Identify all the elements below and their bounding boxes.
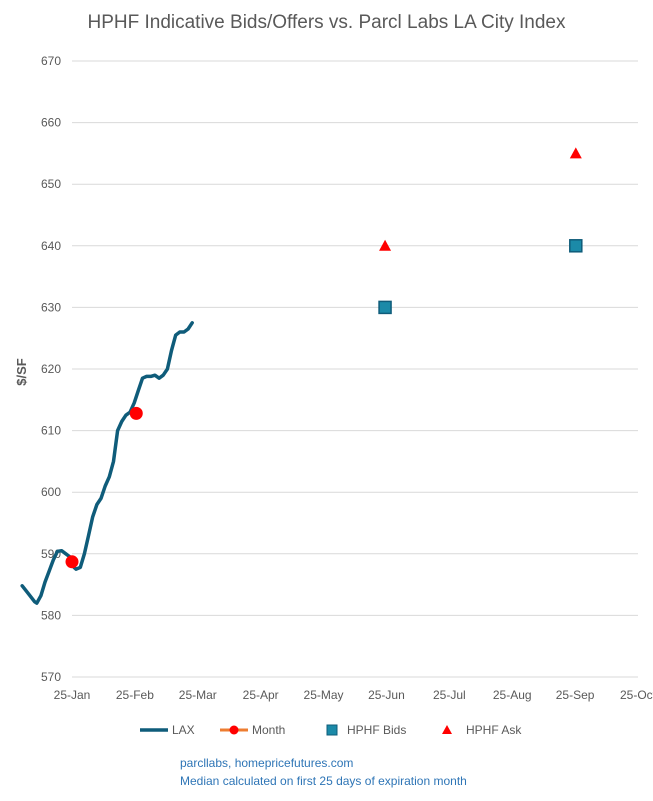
hphf-bid-point <box>378 300 392 315</box>
y-tick-label: 570 <box>41 670 61 684</box>
y-axis-title: $/SF <box>14 358 29 386</box>
hphf-bid-point <box>569 239 583 253</box>
legend-marker-month <box>229 725 239 735</box>
y-tick-label: 650 <box>41 177 61 191</box>
y-tick-label: 670 <box>41 54 61 68</box>
y-tick-label: 580 <box>41 608 61 622</box>
footer-source: parcllabs, homepricefutures.com <box>180 756 354 770</box>
y-tick-label: 600 <box>41 485 61 499</box>
y-tick-label: 620 <box>41 362 61 376</box>
x-tick-label: 25-Mar <box>179 688 217 702</box>
hphf-ask-point <box>379 239 392 251</box>
chart-title: HPHF Indicative Bids/Offers vs. Parcl La… <box>87 12 566 33</box>
month-point <box>65 555 79 569</box>
legend-label: Month <box>252 723 285 737</box>
y-tick-label: 630 <box>41 300 61 314</box>
x-tick-label: 25-Sep <box>556 688 595 702</box>
legend-swatch-bids <box>326 724 338 736</box>
month-point <box>129 406 143 420</box>
y-tick-label: 610 <box>41 424 61 438</box>
x-tick-label: 25-Oct <box>620 688 653 702</box>
legend-swatch-ask <box>442 725 452 734</box>
legend-label: HPHF Ask <box>466 723 522 737</box>
x-tick-label: 25-Apr <box>243 688 279 702</box>
hphf-ask-point <box>569 147 582 159</box>
series-line-lax <box>20 321 194 605</box>
y-tick-label: 660 <box>41 116 61 130</box>
footer-note: Median calculated on first 25 days of ex… <box>180 774 467 788</box>
legend-label: HPHF Bids <box>347 723 406 737</box>
y-tick-label: 640 <box>41 239 61 253</box>
x-tick-label: 25-Aug <box>493 688 532 702</box>
y-tick-label: 590 <box>41 547 61 561</box>
x-tick-label: 25-Jun <box>368 688 405 702</box>
x-tick-label: 25-Jan <box>54 688 91 702</box>
x-tick-label: 25-Jul <box>433 688 466 702</box>
x-tick-label: 25-May <box>304 688 344 702</box>
x-tick-label: 25-Feb <box>116 688 154 702</box>
legend-label: LAX <box>172 723 195 737</box>
